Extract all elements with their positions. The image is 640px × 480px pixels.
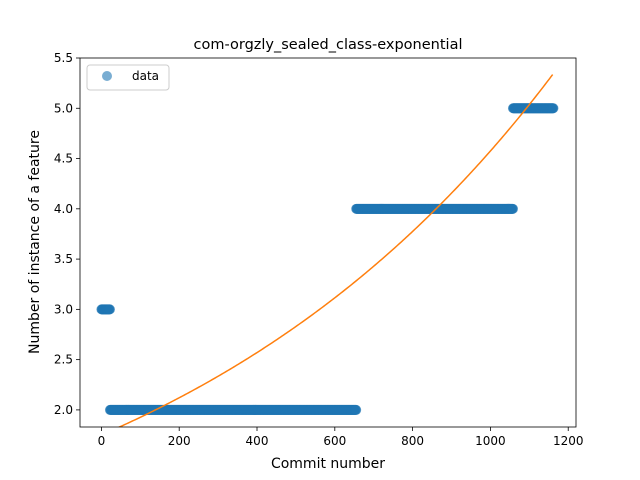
x-tick-label: 800: [401, 434, 424, 448]
y-tick-label: 4.0: [54, 202, 73, 216]
y-tick-label: 3.0: [54, 302, 73, 316]
data-segment-2: [351, 203, 518, 214]
plot-area: [96, 74, 559, 427]
y-tick-label: 4.5: [54, 152, 73, 166]
data-segment-3: [507, 103, 559, 114]
data-segment-0: [96, 304, 115, 315]
x-tick-label: 1200: [553, 434, 584, 448]
x-tick-label: 200: [168, 434, 191, 448]
legend-label-data: data: [132, 69, 159, 83]
y-tick-label: 5.5: [54, 51, 73, 65]
legend: data: [86, 64, 170, 91]
legend-marker-data: [102, 71, 112, 81]
data-segment-1: [104, 404, 362, 415]
y-tick-label: 2.0: [54, 403, 73, 417]
y-tick-label: 5.0: [54, 101, 73, 115]
x-tick-label: 0: [98, 434, 106, 448]
y-axis-label: Number of instance of a feature: [27, 130, 43, 354]
fit-line: [117, 74, 554, 427]
data-point: [548, 103, 559, 114]
x-axis-label: Commit number: [271, 456, 385, 472]
plot-content: [96, 74, 559, 427]
axes: 0 200 400 600 800 1000 1200 2.0 2.5 3.0 3.5 4.0 4.5 5…: [54, 51, 584, 448]
axes-frame: [79, 57, 577, 428]
x-tick-label: 600: [323, 434, 346, 448]
x-tick-label: 400: [246, 434, 269, 448]
data-point: [507, 203, 518, 214]
data-point: [351, 404, 362, 415]
y-tick-label: 2.5: [54, 353, 73, 367]
y-tick-label: 3.5: [54, 252, 73, 266]
data-point: [104, 304, 115, 315]
chart-title: com-orgzly_sealed_class-exponential: [194, 37, 463, 53]
x-tick-label: 1000: [475, 434, 506, 448]
